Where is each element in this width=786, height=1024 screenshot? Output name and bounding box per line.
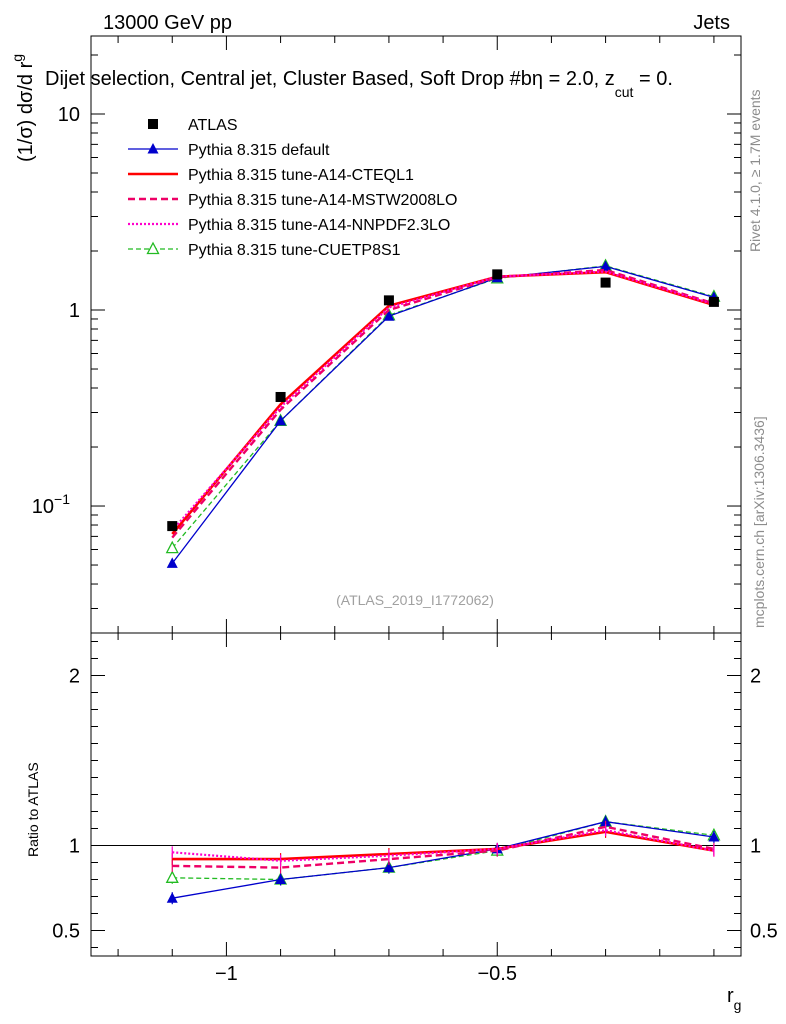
plot-title-main: Dijet selection, Central jet, Cluster Ba…	[45, 68, 532, 90]
point-pythia-8-315-default	[275, 414, 287, 426]
ratio-y-tick-label-left: 2	[69, 666, 80, 688]
ratio-series-pythia-8-315-default	[166, 815, 720, 905]
point-pythia-8-315-tune-cuetp8s1	[165, 540, 179, 554]
ratio-point-pythia-8-315-default	[166, 892, 178, 903]
point-atlas	[167, 521, 178, 532]
main-series-group	[165, 258, 721, 568]
ratio-series-group	[165, 814, 721, 905]
legend-entry-pythia-8-315-tune-a14-nnpdf2-3lo: Pythia 8.315 tune-A14-NNPDF2.3LO	[128, 217, 450, 234]
legend-marker-pythia-8-315-tune-cuetp8s1	[146, 241, 160, 255]
legend-label-pythia-8-315-tune-a14-mstw2008lo: Pythia 8.315 tune-A14-MSTW2008LO	[188, 192, 457, 209]
plot-title-end: = 0.	[633, 68, 672, 90]
legend-marker-atlas	[148, 119, 158, 129]
line-pythia-8-315-tune-cuetp8s1	[171, 265, 715, 549]
x-axis-label: rg	[727, 985, 741, 1013]
point-atlas	[708, 296, 719, 307]
legend-label-pythia-8-315-default: Pythia 8.315 default	[188, 142, 330, 159]
point-atlas	[275, 391, 286, 402]
point-pythia-8-315-default	[383, 310, 395, 321]
legend-entry-pythia-8-315-tune-cuetp8s1: Pythia 8.315 tune-CUETP8S1	[128, 241, 401, 259]
y-tick-label-base: 10	[32, 496, 54, 518]
rivet-label: Rivet 4.1.0, ≥ 1.7M events	[747, 89, 763, 252]
legend-entry-pythia-8-315-default: Pythia 8.315 default	[128, 142, 330, 159]
ratio-point-pythia-8-315-tune-cuetp8s1	[165, 870, 179, 883]
series-pythia-8-315-tune-cuetp8s1	[165, 258, 721, 554]
point-atlas	[600, 277, 611, 288]
ratio-series-pythia-8-315-tune-a14-mstw2008lo	[171, 820, 715, 874]
legend-label-pythia-8-315-tune-a14-nnpdf2-3lo: Pythia 8.315 tune-A14-NNPDF2.3LO	[188, 217, 450, 234]
point-atlas	[492, 269, 503, 280]
ratio-series-pythia-8-315-tune-a14-nnpdf2-3lo	[171, 824, 715, 867]
y-tick-label-exp: −1	[54, 491, 70, 507]
ratio-line-pythia-8-315-tune-a14-cteql1	[172, 830, 715, 861]
x-tick-label: −1	[215, 963, 238, 985]
series-pythia-8-315-default	[166, 260, 720, 568]
legend: ATLAS Pythia 8.315 default Pythia 8.315 tu…	[128, 117, 457, 259]
series-atlas	[167, 269, 719, 532]
ratio-point-pythia-8-315-default	[708, 831, 720, 842]
analysis-watermark: (ATLAS_2019_I1772062)	[336, 592, 494, 608]
line-pythia-8-315-tune-a14-nnpdf2-3lo	[171, 270, 715, 532]
legend-label-pythia-8-315-tune-a14-cteql1: Pythia 8.315 tune-A14-CTEQL1	[188, 167, 414, 184]
y-tick-label: 1	[69, 300, 80, 322]
point-pythia-8-315-default	[166, 557, 178, 568]
process-label: Jets	[693, 12, 730, 34]
point-atlas	[383, 295, 394, 306]
line-pythia-8-315-default	[171, 265, 715, 564]
ratio-line-pythia-8-315-default	[172, 821, 715, 899]
ratio-line-pythia-8-315-tune-a14-nnpdf2-3lo	[172, 829, 715, 862]
ratio-y-tick-label-right: 1	[750, 836, 761, 858]
plot-title: Dijet selection, Central jet, Cluster Ba…	[45, 68, 673, 100]
ratio-y-tick-label-left: 0.5	[52, 921, 80, 943]
collision-label: 13000 GeV pp	[103, 12, 232, 34]
ratio-y-tick-label-right: 2	[750, 666, 761, 688]
main-ylabel: (1/σ) dσ/d rg	[9, 54, 37, 162]
legend-label-pythia-8-315-tune-cuetp8s1: Pythia 8.315 tune-CUETP8S1	[188, 242, 401, 259]
ratio-axis-ticks: −1 −0.5 0.5 0.5 1 1 2 2	[52, 36, 778, 985]
series-pythia-8-315-tune-a14-nnpdf2-3lo	[171, 270, 715, 532]
ratio-point-pythia-8-315-default	[383, 861, 395, 873]
legend-entry-pythia-8-315-tune-a14-mstw2008lo: Pythia 8.315 tune-A14-MSTW2008LO	[128, 192, 457, 209]
legend-marker-pythia-8-315-default	[147, 143, 159, 154]
ratio-y-tick-label-left: 1	[69, 836, 80, 858]
line-pythia-8-315-tune-a14-mstw2008lo	[171, 268, 715, 539]
ratio-point-pythia-8-315-default	[275, 873, 287, 884]
x-tick-label: −0.5	[478, 963, 517, 985]
point-pythia-8-315-default	[600, 260, 612, 271]
series-pythia-8-315-tune-a14-mstw2008lo	[171, 268, 715, 539]
plot-title-eta: η = 2.0, z	[532, 68, 615, 90]
ratio-line-pythia-8-315-tune-a14-mstw2008lo	[172, 825, 715, 869]
series-pythia-8-315-tune-a14-cteql1	[171, 270, 715, 535]
y-tick-label: 10	[58, 104, 80, 126]
mcplots-label: mcplots.cern.ch [arXiv:1306.3436]	[751, 416, 767, 628]
legend-label-atlas: ATLAS	[188, 117, 238, 134]
legend-entry-pythia-8-315-tune-a14-cteql1: Pythia 8.315 tune-A14-CTEQL1	[128, 167, 414, 184]
ratio-panel-frame	[90, 632, 742, 957]
line-pythia-8-315-tune-a14-cteql1	[171, 270, 715, 535]
legend-entry-atlas: ATLAS	[148, 117, 238, 134]
ratio-y-tick-label-right: 0.5	[750, 921, 778, 943]
plot-title-sub: cut	[615, 84, 634, 100]
ratio-ylabel: Ratio to ATLAS	[25, 762, 41, 857]
y-tick-label: 10−1	[32, 491, 70, 518]
